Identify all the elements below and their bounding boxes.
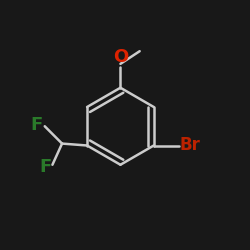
Text: O: O bbox=[113, 48, 128, 66]
Text: F: F bbox=[30, 116, 42, 134]
Text: F: F bbox=[39, 158, 52, 176]
Text: Br: Br bbox=[180, 136, 201, 154]
